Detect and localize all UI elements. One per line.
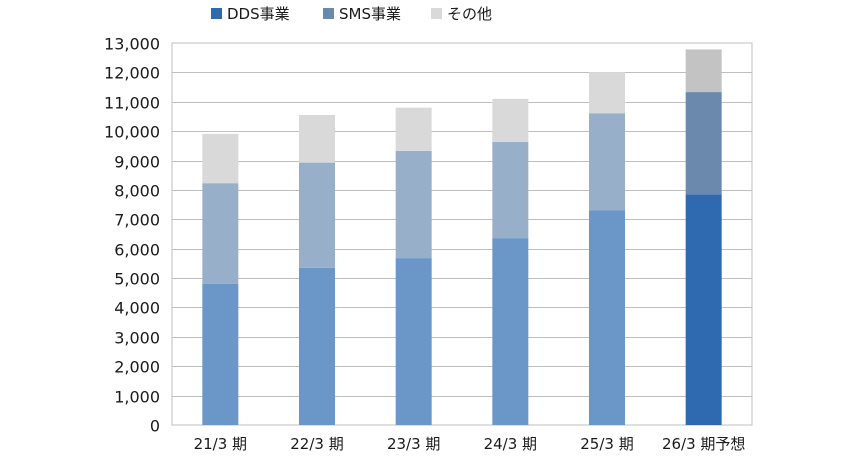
y-tick-label: 10,000 [104, 123, 160, 142]
y-tick-label: 11,000 [104, 94, 160, 113]
y-tick-label: 3,000 [114, 329, 160, 348]
y-tick-label: 7,000 [114, 211, 160, 230]
y-tick-label: 2,000 [114, 358, 160, 377]
x-tick-label: 24/3 期 [484, 435, 537, 453]
y-tick-label: 12,000 [104, 64, 160, 83]
x-axis: 21/3 期 22/3 期 23/3 期 24/3 期 25/3 期 26/3 期予想 [194, 435, 746, 453]
bar-segment-dds [395, 258, 432, 425]
bar-segment-sms [492, 142, 529, 239]
y-tick-label: 1,000 [114, 388, 160, 407]
bar-segment-other [685, 49, 722, 93]
bar-segment-other [299, 114, 335, 163]
legend-swatch [211, 8, 222, 19]
y-tick-label: 8,000 [114, 182, 160, 201]
bar-segment-sms [589, 113, 625, 211]
bar-segment-sms [685, 92, 722, 195]
bar-segment-dds [685, 194, 722, 425]
bar-segment-dds [589, 210, 625, 425]
plot-area-border [171, 42, 753, 426]
bar-segment-sms [395, 150, 432, 259]
y-tick-label: 4,000 [114, 299, 160, 318]
chart-legend: DDS事業 SMS事業 その他 [211, 5, 492, 23]
bar-segment-dds [492, 238, 529, 425]
bar-segment-sms [202, 183, 239, 284]
bar-segment-other [492, 98, 529, 143]
grid-lines [171, 42, 753, 426]
x-tick-label: 23/3 期 [387, 435, 440, 453]
bar-segment-other [589, 72, 625, 114]
legend-label: DDS事業 [227, 5, 290, 23]
legend-swatch [431, 8, 442, 19]
legend-label: その他 [447, 5, 492, 23]
legend-swatch [323, 8, 334, 19]
legend-label: SMS事業 [339, 5, 401, 23]
y-tick-label: 5,000 [114, 270, 160, 289]
y-tick-label: 0 [150, 417, 160, 436]
y-tick-label: 6,000 [114, 241, 160, 260]
bar-segment-other [395, 107, 432, 151]
bar-segment-other [202, 133, 239, 184]
bars [202, 49, 722, 425]
y-axis: 0 1,000 2,000 3,000 4,000 5,000 6,000 7,000 8,00… [104, 35, 160, 436]
x-tick-label: 21/3 期 [194, 435, 247, 453]
bar-segment-dds [202, 283, 239, 425]
y-tick-label: 13,000 [104, 35, 160, 54]
bar-segment-sms [299, 162, 335, 268]
bar-segment-dds [299, 267, 335, 425]
x-tick-label: 22/3 期 [290, 435, 343, 453]
y-tick-label: 9,000 [114, 153, 160, 172]
x-tick-label: 25/3 期 [580, 435, 633, 453]
x-tick-label: 26/3 期予想 [662, 435, 745, 453]
